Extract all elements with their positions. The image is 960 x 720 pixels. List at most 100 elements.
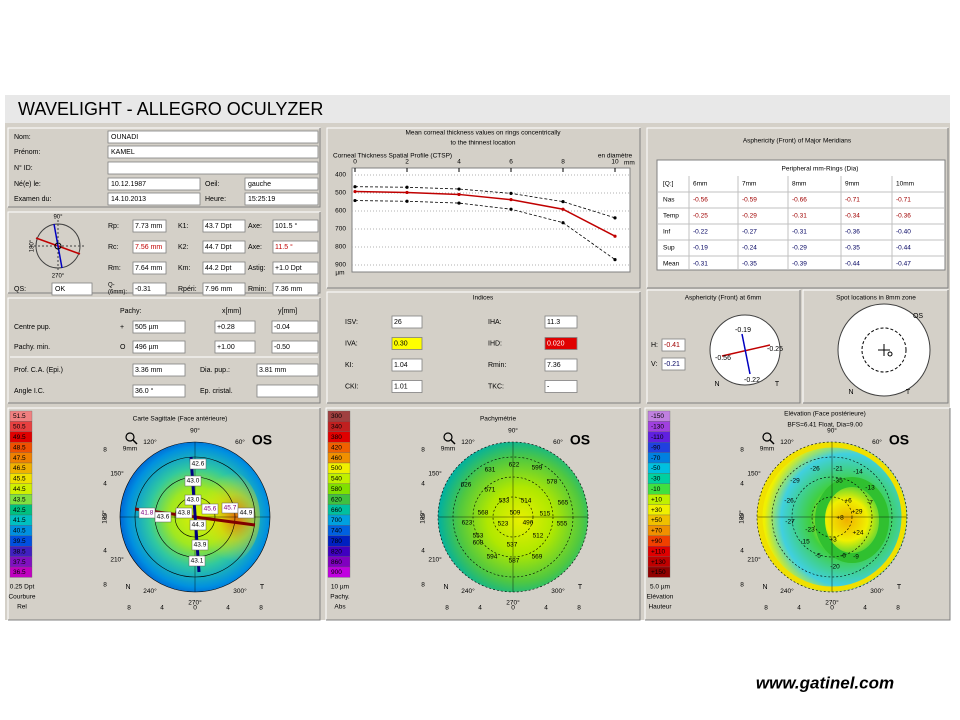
angle-label: 240° [780, 587, 794, 595]
map-value: +8 [836, 515, 844, 522]
label: -0.27 [742, 229, 757, 236]
y-axis-label: 8 [421, 582, 425, 589]
label: Q- [108, 283, 115, 289]
plot-area [351, 167, 631, 273]
value-box [154, 511, 172, 523]
map-hot [815, 477, 889, 563]
scale-swatch [647, 566, 671, 578]
panel-shadow [647, 128, 949, 289]
field [214, 340, 256, 354]
label: Angle I.C. [14, 388, 45, 395]
label: 1.01 [394, 383, 408, 390]
x-unit: mm [624, 160, 635, 167]
scale-label: 620 [331, 496, 342, 503]
scale-label: 46.5 [13, 465, 26, 472]
scale-label: -90 [651, 444, 661, 451]
map-value: -14 [853, 469, 863, 476]
field [272, 282, 319, 296]
scale-swatch [9, 566, 33, 578]
y-axis-label: 8 [103, 447, 107, 454]
map-value: -21 [833, 466, 843, 473]
x-axis-label: 8 [259, 605, 263, 612]
scale-label: +90 [651, 538, 662, 545]
label: N [714, 381, 719, 388]
label: Pachy. min. [14, 344, 50, 351]
label: N [762, 584, 767, 591]
panel-shadow [326, 408, 641, 621]
field [544, 380, 578, 393]
scale-label: 580 [331, 486, 342, 493]
map-value: -6 [840, 553, 846, 560]
label: Heure: [205, 196, 226, 203]
map-value: 45.7 [224, 505, 237, 512]
y-axis-label: 8 [421, 447, 425, 454]
field [391, 380, 423, 393]
value-box [201, 503, 219, 515]
label: -0.56 [715, 355, 731, 362]
field [214, 320, 256, 334]
map-title: Pachymétrie [480, 416, 517, 423]
series-point [613, 258, 617, 262]
field [132, 384, 186, 398]
series-line [354, 186, 616, 219]
map-value: -15 [800, 539, 810, 546]
scale-label: 41.5 [13, 517, 26, 524]
label: IHD: [488, 340, 502, 347]
eye-label: OS [889, 432, 909, 448]
panel-shadow [647, 290, 801, 404]
map-value: 537 [507, 542, 518, 549]
map-value: +6 [844, 498, 852, 505]
series-point [509, 198, 513, 202]
x-axis-label: 8 [764, 605, 768, 612]
x-axis-label: 8 [896, 605, 900, 612]
value-box [188, 555, 206, 567]
field [661, 357, 686, 371]
angle-label: 270° [506, 599, 520, 607]
map-value: +29 [851, 509, 862, 516]
label: IHA: [488, 319, 502, 326]
chart-title: to the thinnest location [450, 140, 515, 147]
angle-label: 60° [553, 438, 563, 446]
label: Nas [663, 197, 675, 204]
y-axis-label: 8 [740, 447, 744, 454]
map-value: 533 [499, 498, 510, 505]
label: x[mm] [222, 308, 241, 315]
series-point [613, 234, 617, 238]
axis-flat [53, 223, 63, 269]
label: -0.31 [135, 286, 151, 293]
label: Rmin: [488, 362, 506, 369]
scale-label: +30 [651, 507, 662, 514]
label: 496 µm [135, 344, 159, 351]
series-point [457, 192, 461, 197]
label: KAMEL [111, 149, 135, 156]
map-value: 45.6 [204, 506, 217, 513]
label: 43.7 Dpt [205, 223, 232, 230]
label: Abs [334, 604, 346, 611]
label: -0.19 [693, 245, 708, 252]
y-axis-label: 0 [740, 514, 744, 521]
series-line [354, 190, 616, 237]
panel-shadow [8, 298, 321, 404]
angle-label: 210° [428, 556, 442, 564]
series-point [457, 201, 461, 205]
map-value: 515 [540, 511, 551, 518]
label: 6mm [693, 181, 707, 188]
angle-label: 300° [233, 587, 247, 595]
label: -0.04 [274, 324, 290, 331]
eye-label: OS [252, 432, 272, 448]
field [202, 219, 246, 233]
zoom-icon [762, 432, 772, 442]
panel [326, 291, 641, 404]
label: 0.25 Dpt [10, 584, 35, 591]
map-value: 608 [473, 540, 484, 547]
label: +1.00 [217, 344, 235, 351]
label: Rel [17, 604, 27, 611]
map-value: 509 [510, 510, 521, 517]
label: OK [55, 286, 65, 293]
series-point [457, 187, 461, 191]
value-box [175, 507, 193, 519]
map-value: +3 [829, 537, 837, 544]
map-value: 599 [532, 465, 543, 472]
y-tick-label: 400 [335, 172, 346, 179]
